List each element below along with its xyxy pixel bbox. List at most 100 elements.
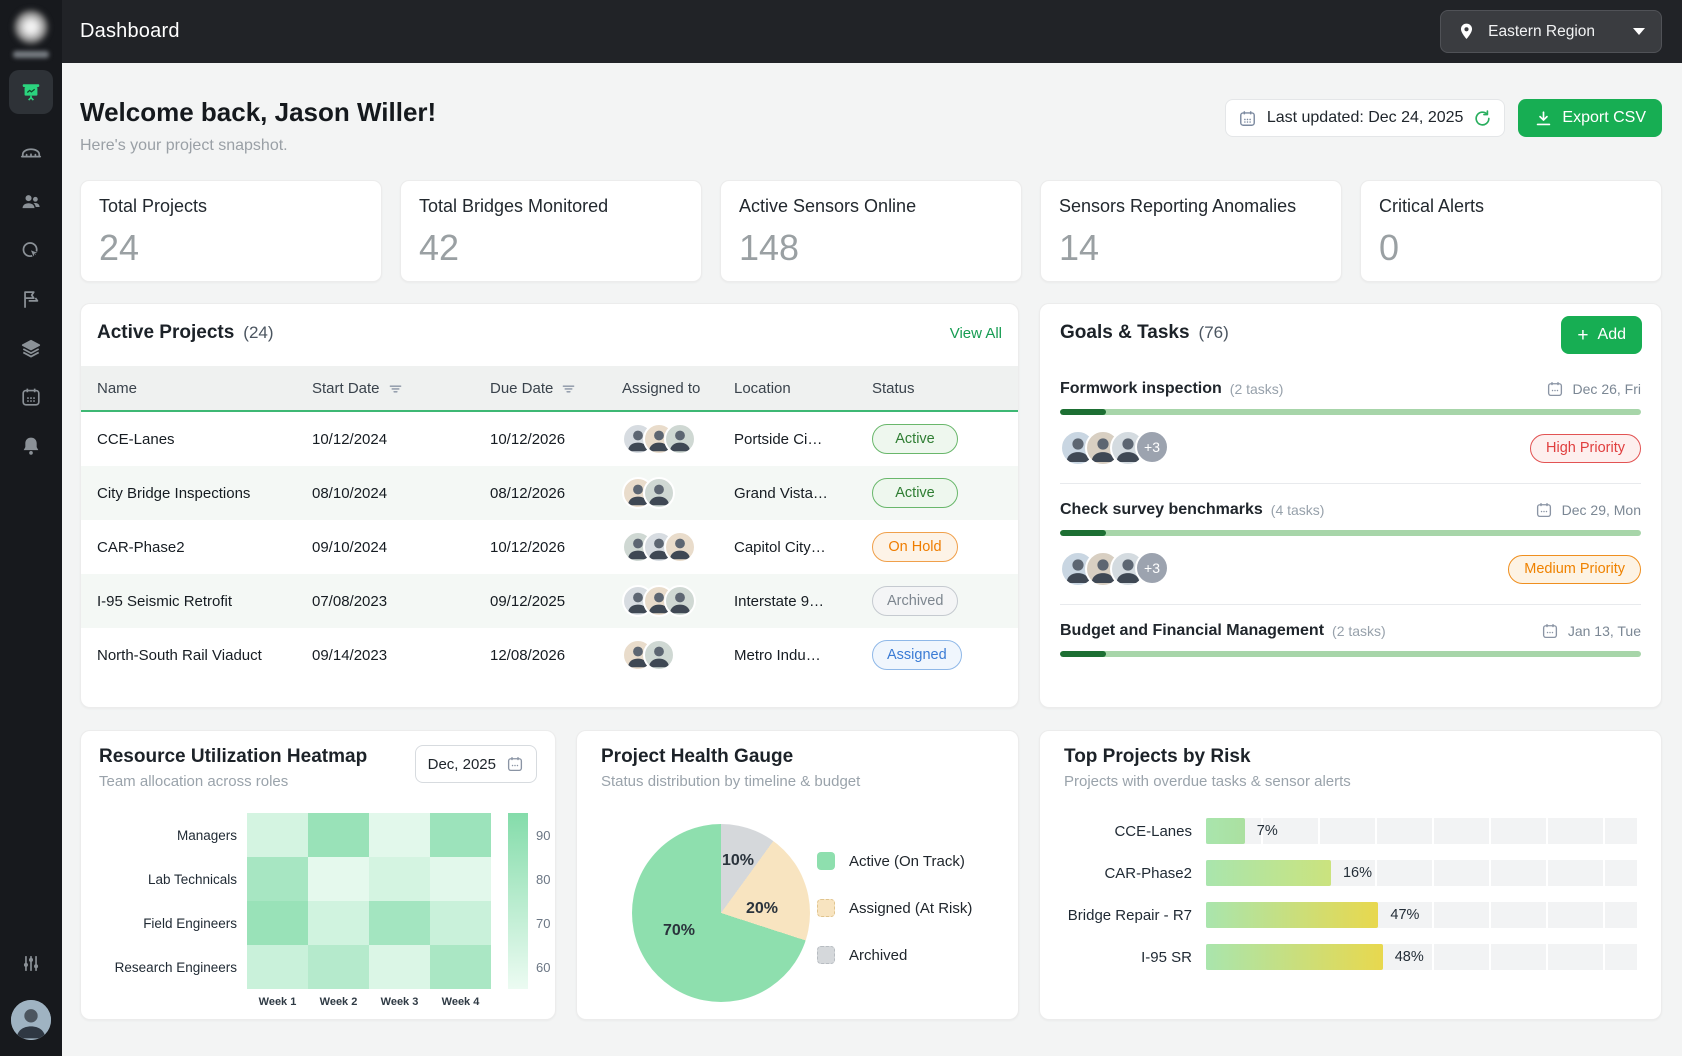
sidebar-item-bridges[interactable]	[20, 141, 42, 163]
assignee-avatars	[622, 531, 734, 563]
risk-title: Top Projects by Risk	[1064, 746, 1251, 767]
divider	[1060, 483, 1641, 484]
sidebar-item-calendar[interactable]	[20, 386, 42, 408]
person-silhouette-icon	[1066, 438, 1090, 462]
project-start-date: 09/10/2024	[312, 538, 388, 556]
table-row[interactable]: CAR-Phase2 09/10/2024 10/12/2026 Capitol Ci…	[81, 520, 1018, 574]
person-silhouette-icon	[1116, 438, 1140, 462]
status-badge: On Hold	[872, 532, 958, 562]
logo-mark	[14, 10, 48, 44]
person-silhouette-icon	[649, 484, 669, 506]
heatmap-cell	[247, 901, 308, 945]
goal-item[interactable]: Formwork inspection (2 tasks) Dec 26, Fr…	[1060, 380, 1641, 466]
goal-task-count: (2 tasks)	[1332, 623, 1386, 639]
project-name: City Bridge Inspections	[97, 484, 251, 502]
heatmap-title: Resource Utilization Heatmap	[99, 746, 368, 767]
risk-bar-track: 16%	[1206, 860, 1637, 886]
pie-label-active: 70%	[662, 922, 696, 939]
sidebar-item-layers[interactable]	[20, 337, 42, 359]
column-due-date: Due Date	[490, 380, 622, 397]
status-cell: Archived	[872, 586, 1002, 616]
person-silhouette-icon	[649, 430, 669, 452]
stat-label: Total Projects	[99, 196, 208, 216]
risk-bar-row: I-95 SR 48%	[1064, 944, 1637, 970]
region-selector[interactable]: Eastern Region	[1440, 10, 1662, 53]
sidebar-item-notifications[interactable]	[20, 435, 42, 457]
goal-item[interactable]: Budget and Financial Management (2 tasks…	[1060, 622, 1641, 657]
risk-bar-track: 7%	[1206, 818, 1637, 844]
stat-label: Total Bridges Monitored	[419, 196, 609, 216]
table-row[interactable]: CCE-Lanes 10/12/2024 10/12/2026 Portside Ci…	[81, 412, 1018, 466]
export-csv-label: Export CSV	[1562, 109, 1646, 126]
priority-badge: High Priority	[1530, 433, 1641, 463]
heatmap-scale-label: 60	[536, 959, 551, 975]
month-selector-label: Dec, 2025	[427, 755, 496, 773]
risk-category-label: CAR-Phase2	[1104, 864, 1192, 882]
heatmap-cell	[369, 901, 430, 945]
avatar	[664, 423, 696, 455]
sidebar-item-team[interactable]	[20, 190, 42, 212]
stat-value: 0	[1379, 227, 1400, 268]
table-row[interactable]: I-95 Seismic Retrofit 07/08/2023 09/12/202…	[81, 574, 1018, 628]
goal-progress-bar	[1060, 530, 1641, 536]
heatmap-cell	[369, 813, 430, 857]
goal-item[interactable]: Check survey benchmarks (4 tasks) Dec 29…	[1060, 501, 1641, 587]
resource-heatmap-card: Resource Utilization Heatmap Team alloca…	[80, 730, 556, 1020]
heatmap-grid: Managers Lab Technicals Field Engineers Res…	[99, 813, 537, 989]
status-cell: Active	[872, 424, 1002, 454]
projects-table-body: CCE-Lanes 10/12/2024 10/12/2026 Portside Ci…	[81, 412, 1018, 682]
add-goal-button[interactable]: + Add	[1561, 316, 1642, 354]
sidebar-item-flags[interactable]	[20, 288, 42, 310]
page-title: Dashboard	[80, 20, 180, 42]
risk-value-label: 48%	[1394, 949, 1424, 965]
heatmap-scale-ticks: 90 80 70 60	[536, 813, 550, 989]
goal-progress-bar	[1060, 409, 1641, 415]
person-silhouette-icon	[1066, 559, 1090, 583]
stat-value: 148	[739, 227, 800, 268]
project-start-date: 09/14/2023	[312, 646, 388, 664]
table-header: Name Start Date Due Date Assigned to Loc…	[81, 366, 1018, 412]
risk-bar	[1206, 902, 1379, 928]
heatmap-cell	[308, 901, 369, 945]
person-silhouette-icon	[1116, 559, 1140, 583]
plus-icon: +	[1577, 324, 1589, 346]
goals-tasks-card: Goals & Tasks (76) + Add Formwork inspec…	[1039, 303, 1662, 708]
goal-name: Check survey benchmarks	[1060, 501, 1263, 518]
topbar: Dashboard Eastern Region	[62, 0, 1682, 63]
filter-icon[interactable]	[388, 381, 403, 396]
month-selector[interactable]: Dec, 2025	[414, 745, 537, 783]
risk-value-label: 47%	[1390, 907, 1420, 923]
export-csv-button[interactable]: Export CSV	[1518, 99, 1662, 137]
heatmap-week-label: Week 4	[441, 996, 480, 1008]
sidebar-item-filters[interactable]	[20, 952, 42, 974]
person-silhouette-icon	[628, 646, 648, 668]
risk-bar-track: 47%	[1206, 902, 1637, 928]
project-location: Metro Indu…	[734, 646, 821, 664]
priority-badge: Medium Priority	[1508, 554, 1641, 584]
view-all-link[interactable]: View All	[949, 324, 1002, 342]
legend-item-assigned: Assigned (At Risk)	[817, 899, 972, 917]
sidebar-item-targets[interactable]	[20, 239, 42, 261]
pie-legend: Active (On Track) Assigned (At Risk) Arc…	[817, 852, 972, 964]
person-silhouette-icon	[670, 430, 690, 452]
calendar-icon	[506, 755, 524, 773]
legend-swatch	[817, 946, 835, 964]
stat-value: 24	[99, 227, 140, 268]
heatmap-colorbar	[508, 813, 528, 989]
refresh-icon[interactable]	[1473, 109, 1492, 128]
heatmap-cell	[430, 901, 491, 945]
table-row[interactable]: City Bridge Inspections 08/10/2024 08/12/2…	[81, 466, 1018, 520]
person-silhouette-icon	[628, 484, 648, 506]
goal-task-count: (2 tasks)	[1229, 381, 1284, 397]
filter-icon[interactable]	[561, 381, 576, 396]
project-due-date: 10/12/2026	[490, 538, 566, 556]
sidebar-item-dashboard[interactable]	[9, 70, 53, 114]
risk-bar-track: 48%	[1206, 944, 1637, 970]
status-cell: Assigned	[872, 640, 1002, 670]
user-avatar[interactable]	[11, 1000, 51, 1040]
legend-item-active: Active (On Track)	[817, 852, 972, 870]
status-cell: On Hold	[872, 532, 1002, 562]
heatmap-week-label: Week 2	[319, 996, 358, 1008]
legend-item-archived: Archived	[817, 946, 972, 964]
table-row[interactable]: North-South Rail Viaduct 09/14/2023 12/08/…	[81, 628, 1018, 682]
